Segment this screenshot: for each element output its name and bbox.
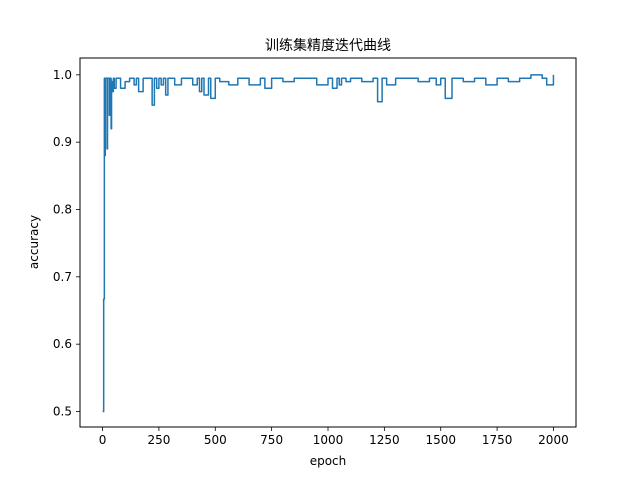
x-tick-label: 1000 xyxy=(313,433,344,447)
y-tick-label: 0.5 xyxy=(53,405,72,419)
x-tick-label: 2000 xyxy=(538,433,569,447)
accuracy-line xyxy=(102,74,555,413)
y-tick-label: 0.8 xyxy=(53,203,72,217)
y-axis: 0.5 0.6 0.7 0.8 0.9 1.0 xyxy=(53,68,80,419)
plot-area xyxy=(79,57,577,428)
x-axis-label: epoch xyxy=(310,454,347,468)
x-tick-label: 1750 xyxy=(482,433,513,447)
y-tick-label: 0.7 xyxy=(53,270,72,284)
x-tick-label: 0 xyxy=(99,433,107,447)
y-tick-label: 0.9 xyxy=(53,135,72,149)
x-tick-label: 1250 xyxy=(369,433,400,447)
x-tick-label: 250 xyxy=(147,433,170,447)
x-tick-label: 750 xyxy=(260,433,283,447)
y-tick-label: 0.6 xyxy=(53,337,72,351)
x-tick-label: 1500 xyxy=(425,433,456,447)
x-tick-label: 500 xyxy=(204,433,227,447)
y-axis-label: accuracy xyxy=(27,215,41,269)
x-axis: 0 250 500 750 1000 1250 1500 1750 2000 xyxy=(99,427,569,447)
y-tick-label: 1.0 xyxy=(53,68,72,82)
chart-title: 训练集精度迭代曲线 xyxy=(265,37,391,54)
